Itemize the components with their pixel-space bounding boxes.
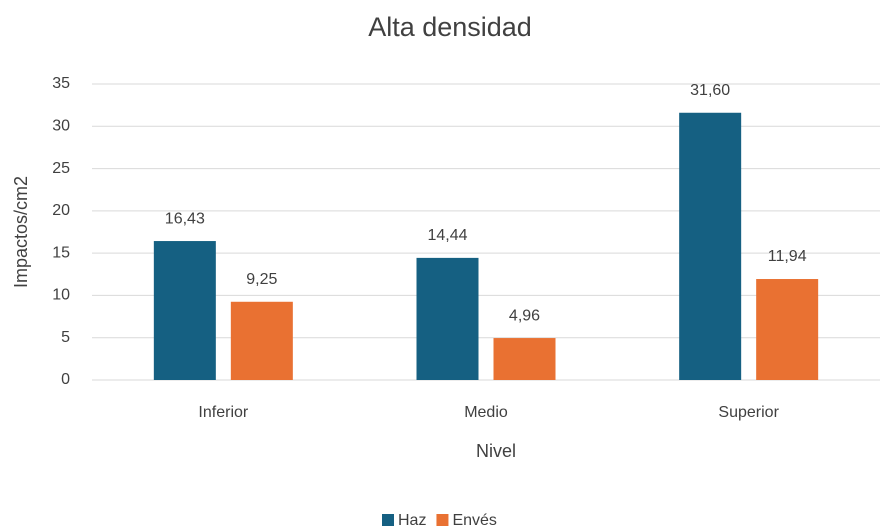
legend-swatch [382,514,394,526]
bar [493,338,556,380]
bar [153,241,216,380]
x-tick-label: Inferior [198,404,248,421]
legend-label: Haz [398,512,426,529]
y-tick-label: 30 [52,118,70,135]
y-tick-label: 10 [52,287,70,304]
bar [416,257,479,380]
data-label: 4,96 [509,307,540,324]
data-label: 14,44 [427,227,467,244]
y-tick-label: 5 [61,329,70,346]
legend-label: Envés [452,512,496,529]
y-tick-label: 15 [52,244,70,261]
chart-title: Alta densidad [368,12,532,42]
y-axis-label: Impactos/cm2 [11,176,31,288]
legend-swatch [436,514,449,526]
x-tick-label: Superior [718,404,779,421]
x-tick-label: Medio [464,404,508,421]
y-tick-label: 35 [52,75,70,92]
bar [756,279,819,380]
data-label: 11,94 [768,248,807,265]
data-label: 31,60 [690,82,730,99]
bar [230,301,293,380]
x-axis-label: Nivel [476,441,516,461]
y-tick-label: 0 [61,371,70,388]
y-tick-label: 20 [52,202,70,219]
data-label: 16,43 [165,210,205,227]
y-tick-label: 25 [52,160,70,177]
bar [679,112,742,381]
data-label: 9,25 [246,271,277,288]
